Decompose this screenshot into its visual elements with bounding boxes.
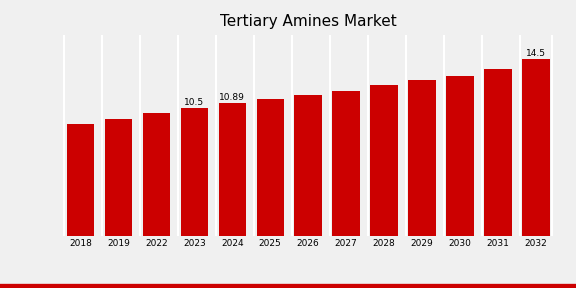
- Text: 10.89: 10.89: [219, 93, 245, 102]
- Bar: [143, 113, 170, 236]
- Bar: [522, 59, 550, 236]
- Bar: [484, 69, 511, 236]
- Text: 10.5: 10.5: [184, 98, 204, 107]
- Bar: [294, 95, 322, 236]
- Bar: [67, 124, 94, 236]
- Bar: [332, 91, 360, 236]
- Bar: [446, 76, 473, 236]
- Bar: [105, 119, 132, 236]
- Bar: [181, 108, 208, 236]
- Bar: [408, 80, 435, 236]
- Bar: [218, 103, 246, 236]
- Bar: [256, 99, 284, 236]
- Title: Tertiary Amines Market: Tertiary Amines Market: [220, 14, 396, 29]
- Text: 14.5: 14.5: [526, 49, 546, 58]
- Bar: [370, 85, 398, 236]
